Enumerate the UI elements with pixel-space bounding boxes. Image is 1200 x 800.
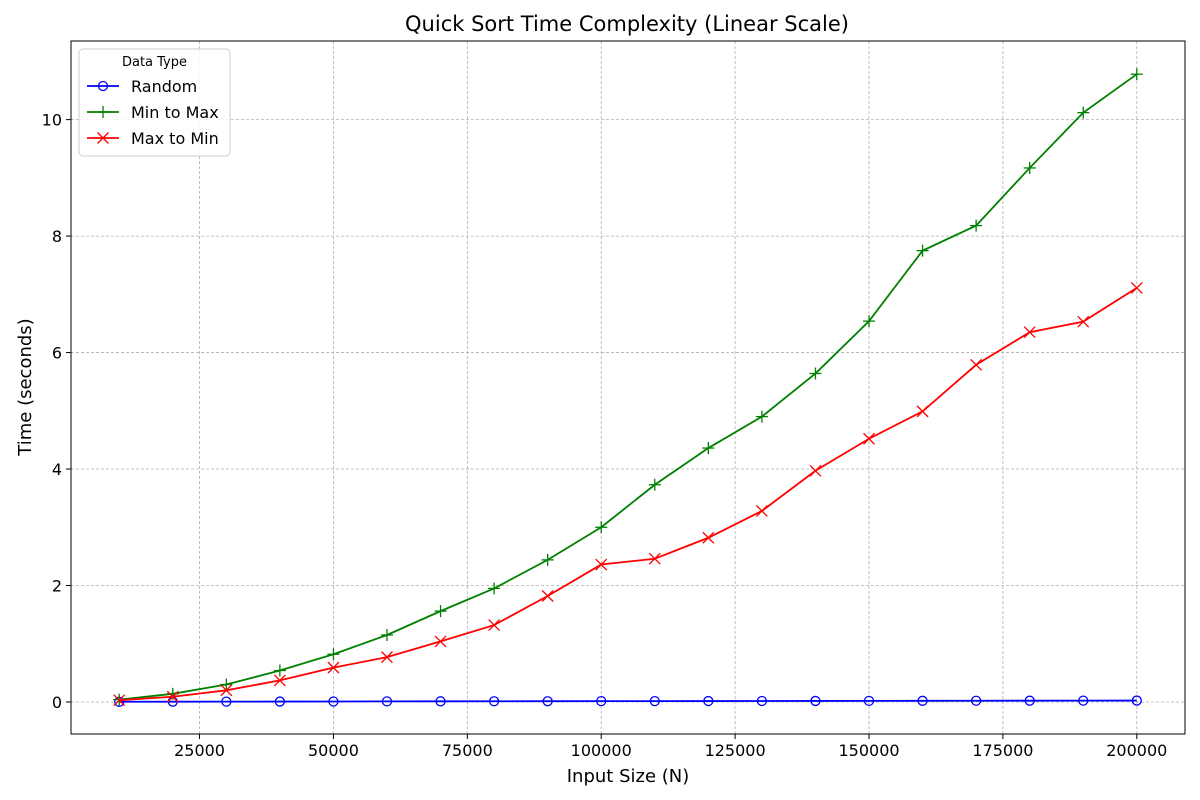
data-point-min-to-max	[970, 219, 983, 232]
data-point-random	[328, 696, 339, 707]
x-tick-label: 25000	[174, 741, 225, 760]
data-point-random	[542, 696, 553, 707]
data-point-min-to-max	[595, 521, 608, 534]
data-point-random	[221, 696, 232, 707]
data-point-max-to-min	[541, 590, 554, 602]
axis-ticks: 25000 50000 75000 100000 125000 150000 175000 2…	[42, 111, 1168, 760]
data-point-max-to-min	[702, 531, 715, 544]
y-tick-label: 8	[52, 227, 62, 246]
data-point-min-to-max	[755, 410, 768, 423]
data-point-min-to-max	[273, 664, 286, 677]
data-point-max-to-min	[970, 358, 983, 371]
y-tick-label: 2	[52, 577, 62, 596]
legend-marker-max-to-min	[97, 132, 109, 144]
chart-title: Quick Sort Time Complexity (Linear Scale…	[405, 12, 849, 36]
data-point-min-to-max	[327, 648, 340, 661]
x-tick-label: 50000	[308, 741, 359, 760]
data-point-min-to-max	[863, 315, 876, 328]
y-tick-label: 4	[52, 460, 62, 479]
data-point-max-to-min	[755, 504, 768, 517]
series-max-to-min	[113, 281, 1143, 707]
data-point-max-to-min	[648, 552, 661, 565]
data-point-max-to-min	[1077, 315, 1090, 328]
data-point-max-to-min	[595, 558, 608, 571]
data-point-random	[756, 695, 768, 707]
legend-marker-random	[97, 80, 109, 92]
data-point-random	[917, 695, 928, 706]
data-point-min-to-max	[1130, 68, 1143, 81]
plot-frame	[70, 40, 1186, 735]
series-line-max-to-min	[119, 287, 1138, 702]
data-point-min-to-max	[702, 442, 715, 455]
data-point-random	[274, 696, 286, 707]
data-point-min-to-max	[1077, 106, 1090, 119]
data-point-min-to-max	[488, 582, 501, 595]
data-point-max-to-min	[1130, 281, 1143, 294]
legend-label-random: Random	[131, 77, 197, 96]
data-point-random	[703, 695, 714, 707]
legend-marker-min-to-max	[97, 106, 109, 118]
y-tick-label: 10	[42, 111, 62, 130]
data-point-random	[1024, 695, 1035, 706]
data-point-min-to-max	[916, 244, 929, 257]
series-line-min-to-max	[119, 73, 1138, 701]
data-point-random	[863, 695, 875, 707]
legend: Data Type Random Min to Max Max to Min	[78, 48, 231, 157]
data-point-random	[1078, 695, 1089, 706]
y-tick-label: 6	[52, 344, 62, 363]
data-point-min-to-max	[166, 687, 179, 700]
x-tick-label: 100000	[571, 741, 632, 760]
data-point-max-to-min	[863, 432, 875, 445]
data-point-max-to-min	[488, 619, 501, 632]
y-axis-label: Time (seconds)	[15, 318, 36, 456]
data-point-random	[810, 695, 821, 707]
data-point-max-to-min	[166, 690, 179, 703]
legend-item-random: Random	[87, 77, 197, 96]
y-tick-label: 0	[52, 693, 62, 712]
legend-label-max-to-min: Max to Min	[131, 129, 219, 148]
x-tick-label: 200000	[1106, 741, 1167, 760]
data-point-random	[970, 695, 982, 706]
x-tick-label: 150000	[838, 741, 899, 760]
x-tick-label: 175000	[972, 741, 1033, 760]
data-point-max-to-min	[916, 405, 929, 418]
legend-label-min-to-max: Min to Max	[131, 103, 219, 122]
data-point-max-to-min	[220, 684, 233, 697]
data-point-min-to-max	[809, 367, 822, 380]
legend-box	[78, 48, 231, 157]
data-point-random	[596, 696, 607, 707]
data-point-min-to-max	[648, 478, 661, 491]
series-layer	[113, 68, 1143, 707]
x-tick-label: 125000	[705, 741, 766, 760]
data-point-random	[649, 695, 660, 707]
data-point-max-to-min	[381, 651, 393, 664]
data-point-max-to-min	[1023, 326, 1036, 339]
data-point-random	[381, 696, 393, 707]
x-tick-label: 75000	[442, 741, 493, 760]
legend-title: Data Type	[122, 55, 187, 70]
data-point-min-to-max	[220, 678, 233, 691]
legend-item-min-to-max: Min to Max	[87, 103, 219, 122]
data-point-min-to-max	[434, 605, 447, 618]
legend-item-max-to-min: Max to Min	[87, 129, 219, 148]
series-line-random	[119, 699, 1137, 703]
data-point-min-to-max	[1023, 161, 1036, 174]
data-point-random	[488, 696, 500, 707]
data-point-random	[1131, 695, 1142, 706]
data-point-min-to-max	[541, 553, 554, 566]
data-point-min-to-max	[380, 629, 393, 641]
data-point-max-to-min	[273, 674, 286, 687]
x-axis-label: Input Size (N)	[567, 766, 690, 787]
data-point-random	[435, 696, 446, 707]
data-point-max-to-min	[434, 635, 447, 648]
data-point-max-to-min	[809, 464, 822, 477]
data-point-max-to-min	[327, 661, 340, 674]
data-point-max-to-min	[113, 694, 126, 707]
series-min-to-max	[113, 68, 1143, 706]
